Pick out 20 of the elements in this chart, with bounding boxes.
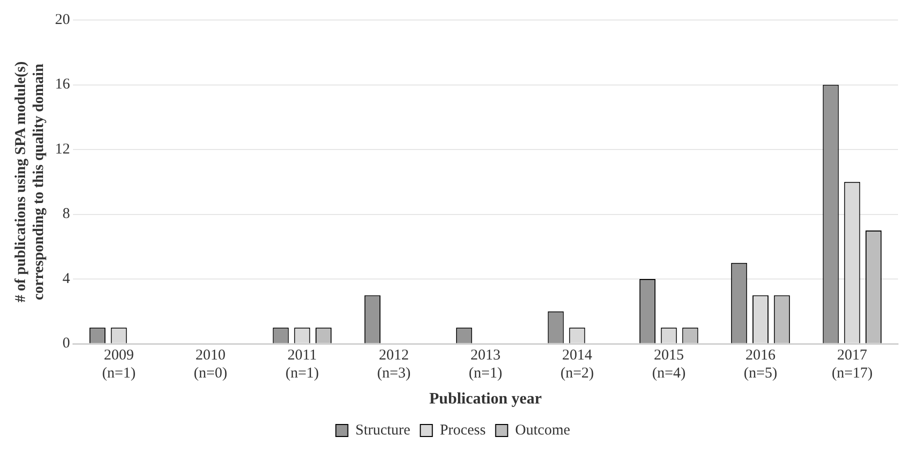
x-tick-label: 2015 (n=4) [652,348,686,382]
legend-label: Structure [355,422,411,438]
x-tick-label: 2017 (n=17) [832,348,873,382]
x-tick-label: 2010 (n=0) [194,348,228,382]
y-tick-label: 20 [55,12,70,28]
y-tick-label: 0 [62,336,70,352]
x-tick-label: 2012 (n=3) [377,348,411,382]
y-tick-label: 4 [62,270,70,287]
x-axis-title: Publication year [429,390,542,408]
x-tick-label: 2016 (n=5) [744,348,778,382]
y-tick-label: 12 [55,141,70,158]
x-tick-label: 2013 (n=1) [468,348,502,382]
y-axis-title: # of publications using SPA module(s) corresponding to this quality domain [12,61,47,302]
x-tick-label: 2009 (n=1) [102,348,136,382]
legend-label: Process [440,422,486,438]
legend-label: Outcome [515,422,570,438]
x-tick-label: 2011 (n=1) [285,348,319,382]
y-tick-label: 8 [62,206,70,222]
x-tick-label: 2014 (n=2) [560,348,594,382]
y-tick-label: 16 [55,76,70,93]
